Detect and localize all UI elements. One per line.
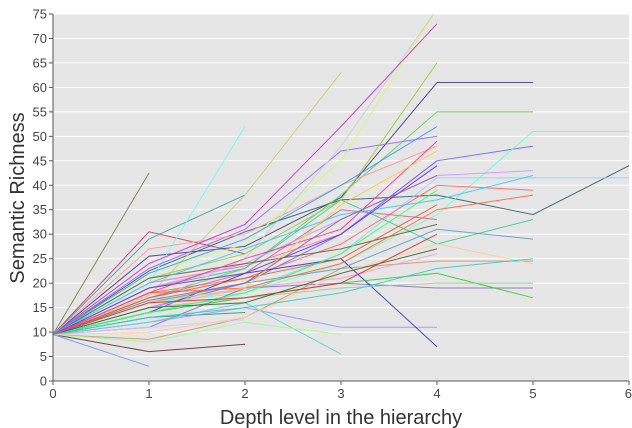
series-line-14 <box>53 334 150 367</box>
y-tick-label: 10 <box>33 325 47 340</box>
x-tick-label: 2 <box>241 386 248 401</box>
series-line-48 <box>53 233 438 335</box>
x-tick-label: 3 <box>337 386 344 401</box>
y-tick-label: 0 <box>40 374 47 389</box>
series-layer <box>53 14 629 367</box>
series-line-3 <box>53 194 246 335</box>
series-line-49 <box>53 258 534 335</box>
y-tick-label: 65 <box>33 55 47 70</box>
x-tick-label: 1 <box>145 386 152 401</box>
series-line-32 <box>53 321 342 343</box>
series-line-33 <box>53 243 534 335</box>
y-tick-label: 70 <box>33 31 47 46</box>
series-line-19 <box>53 135 438 335</box>
y-tick-label: 50 <box>33 129 47 144</box>
series-line-45 <box>53 126 438 335</box>
y-tick-label: 5 <box>40 349 47 364</box>
series-line-1 <box>53 172 150 335</box>
x-tick-label: 0 <box>49 386 56 401</box>
series-line-17 <box>53 72 342 335</box>
x-axis-label: Depth level in the hierarchy <box>220 407 462 428</box>
series-line-4 <box>53 82 533 335</box>
x-tick-label: 6 <box>625 386 632 401</box>
series-line-43 <box>53 189 438 335</box>
series-line-50 <box>53 175 438 335</box>
series-line-44 <box>53 140 438 335</box>
y-tick-label: 75 <box>33 7 47 22</box>
y-tick-labels: 0 5 10 15 20 25 30 35 40 45 50 55 60 65 70 75 <box>33 7 53 389</box>
y-tick-label: 45 <box>33 153 47 168</box>
y-tick-label: 30 <box>33 227 47 242</box>
series-line-39 <box>53 175 534 335</box>
x-tick-labels: 0 1 2 3 4 5 6 <box>49 381 632 401</box>
series-line-41 <box>53 204 438 335</box>
y-tick-label: 60 <box>33 80 47 95</box>
y-tick-label: 20 <box>33 276 47 291</box>
y-tick-label: 40 <box>33 178 47 193</box>
x-tick-label: 5 <box>529 386 536 401</box>
y-tick-label: 15 <box>33 300 47 315</box>
y-tick-label: 25 <box>33 251 47 266</box>
series-line-20 <box>53 145 438 335</box>
series-line-47 <box>53 248 438 335</box>
series-line-42 <box>53 165 438 335</box>
series-line-25 <box>53 23 438 335</box>
series-line-2 <box>53 231 246 335</box>
y-axis-label: Semantic Richness <box>7 112 29 283</box>
series-line-13 <box>53 334 246 353</box>
y-tick-label: 55 <box>33 104 47 119</box>
x-tick-label: 4 <box>433 386 440 401</box>
y-tick-label: 35 <box>33 202 47 217</box>
